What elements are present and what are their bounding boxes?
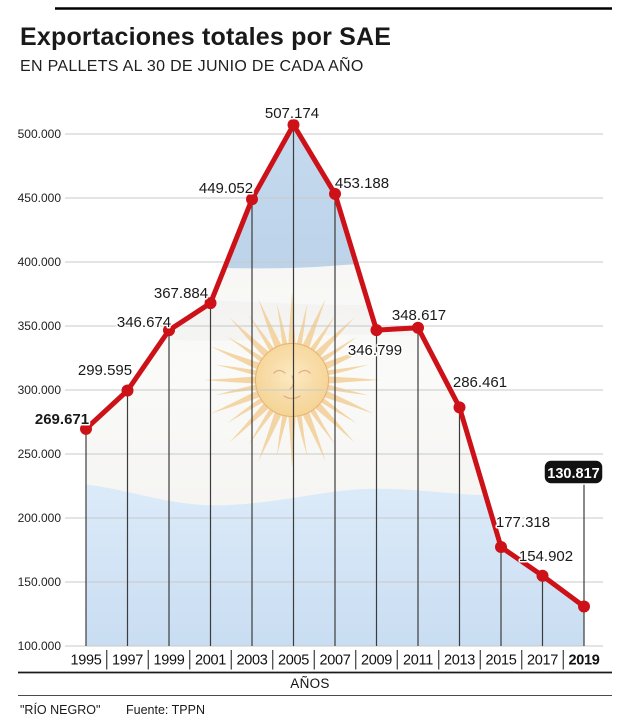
sun-ray	[302, 411, 326, 462]
sun-ray	[227, 397, 264, 424]
data-point	[246, 193, 258, 206]
footer-credit: "RÍO NEGRO"	[20, 703, 101, 717]
value-label-highlight: 130.817	[547, 466, 599, 482]
x-axis: 1995 1997 1999 2001 2003 2005 2007 2009 2011 2013…	[70, 650, 600, 670]
y-tick-label: 300.000	[18, 383, 62, 397]
year-label: 1999	[153, 653, 184, 669]
sun-eye-left	[273, 369, 286, 374]
y-tick-label: 450.000	[18, 191, 62, 205]
year-label: 2003	[236, 653, 267, 669]
sun-ray	[326, 364, 369, 376]
year-label: 2011	[403, 653, 433, 669]
value-label: 348.617	[392, 307, 446, 324]
y-tick-label: 500.000	[18, 127, 62, 141]
sun-ray	[296, 303, 308, 346]
y-tick-label: 350.000	[18, 319, 62, 333]
sun-ray	[248, 408, 275, 445]
year-label: 2015	[485, 653, 516, 669]
value-label: 449.052	[199, 180, 253, 197]
value-label: 154.902	[519, 548, 573, 565]
sun-ray	[204, 376, 256, 384]
value-label: 286.461	[453, 374, 507, 391]
value-label: 507.174	[265, 105, 319, 122]
sun-ray	[258, 411, 282, 462]
value-label: 177.318	[496, 514, 550, 531]
year-label: 1997	[112, 653, 143, 669]
y-tick-label: 150.000	[18, 575, 62, 589]
year-label: 2017	[527, 653, 558, 669]
data-point	[370, 324, 383, 337]
sun-ray	[296, 414, 308, 457]
value-label: 269.671	[35, 411, 89, 428]
value-label: 346.799	[348, 342, 402, 359]
sun-ray	[320, 336, 357, 363]
sun-ray	[323, 390, 374, 414]
sun-eye-right	[298, 369, 311, 374]
sun-mouth	[283, 395, 301, 400]
value-label: 346.674	[117, 314, 171, 331]
sun-disc	[255, 343, 329, 417]
data-point	[204, 297, 217, 310]
data-point	[453, 401, 466, 414]
data-point	[163, 324, 175, 337]
data-series	[80, 118, 590, 613]
sun-ray	[309, 315, 336, 352]
year-label: 2005	[278, 653, 309, 669]
sun-ray	[328, 376, 380, 384]
sun-ray	[323, 346, 374, 370]
value-label: 367.884	[154, 285, 208, 302]
data-point	[329, 187, 341, 200]
y-tick-label: 400.000	[18, 255, 62, 269]
y-tick-label: 250.000	[18, 447, 62, 461]
data-point	[80, 422, 92, 435]
sun-ray	[229, 402, 270, 443]
year-label: 2009	[361, 653, 392, 669]
page-subtitle: EN PALLETS AL 30 DE JUNIO DE CADA AÑO	[20, 57, 364, 75]
flag-sun	[204, 292, 380, 468]
sun-ray	[227, 336, 264, 363]
value-label: 453.188	[335, 175, 389, 192]
data-point	[412, 321, 424, 334]
sun-ray	[248, 315, 275, 352]
sun-ray	[210, 390, 261, 414]
grid-lines: 100.000 150.000 200.000 250.000 300.000 350.0…	[18, 127, 603, 653]
year-label: 1995	[70, 653, 101, 669]
point-drop-lines	[85, 124, 585, 646]
footer-source: Fuente: TPPN	[126, 703, 205, 717]
sun-ray	[215, 364, 258, 376]
data-point	[495, 541, 507, 554]
year-label: 2001	[195, 653, 226, 669]
data-point	[536, 569, 549, 582]
y-tick-label: 200.000	[18, 511, 62, 525]
value-label: 299.595	[78, 362, 132, 379]
sun-ray	[276, 414, 288, 457]
chart-header: Exportaciones totales por SAE EN PALLETS…	[20, 23, 600, 76]
data-point	[121, 384, 134, 397]
y-tick-label: 100.000	[18, 639, 62, 653]
sun-ray	[258, 298, 282, 349]
value-labels: 269.671 299.595 346.674 367.884 449.052 507.1…	[33, 104, 604, 567]
sun-ray	[309, 408, 336, 445]
year-label: 2007	[319, 653, 350, 669]
page-title: Exportaciones totales por SAE	[20, 23, 392, 51]
sun-ray	[276, 303, 288, 346]
sun-ray	[302, 298, 326, 349]
sun-ray	[210, 346, 261, 370]
sun-ray	[320, 397, 357, 424]
x-axis-title: AÑOS	[290, 676, 329, 691]
data-point	[287, 118, 300, 131]
data-point	[578, 600, 590, 613]
year-label: 2013	[444, 653, 475, 669]
highlight-badge	[543, 459, 604, 485]
year-label: 2019	[568, 653, 599, 669]
